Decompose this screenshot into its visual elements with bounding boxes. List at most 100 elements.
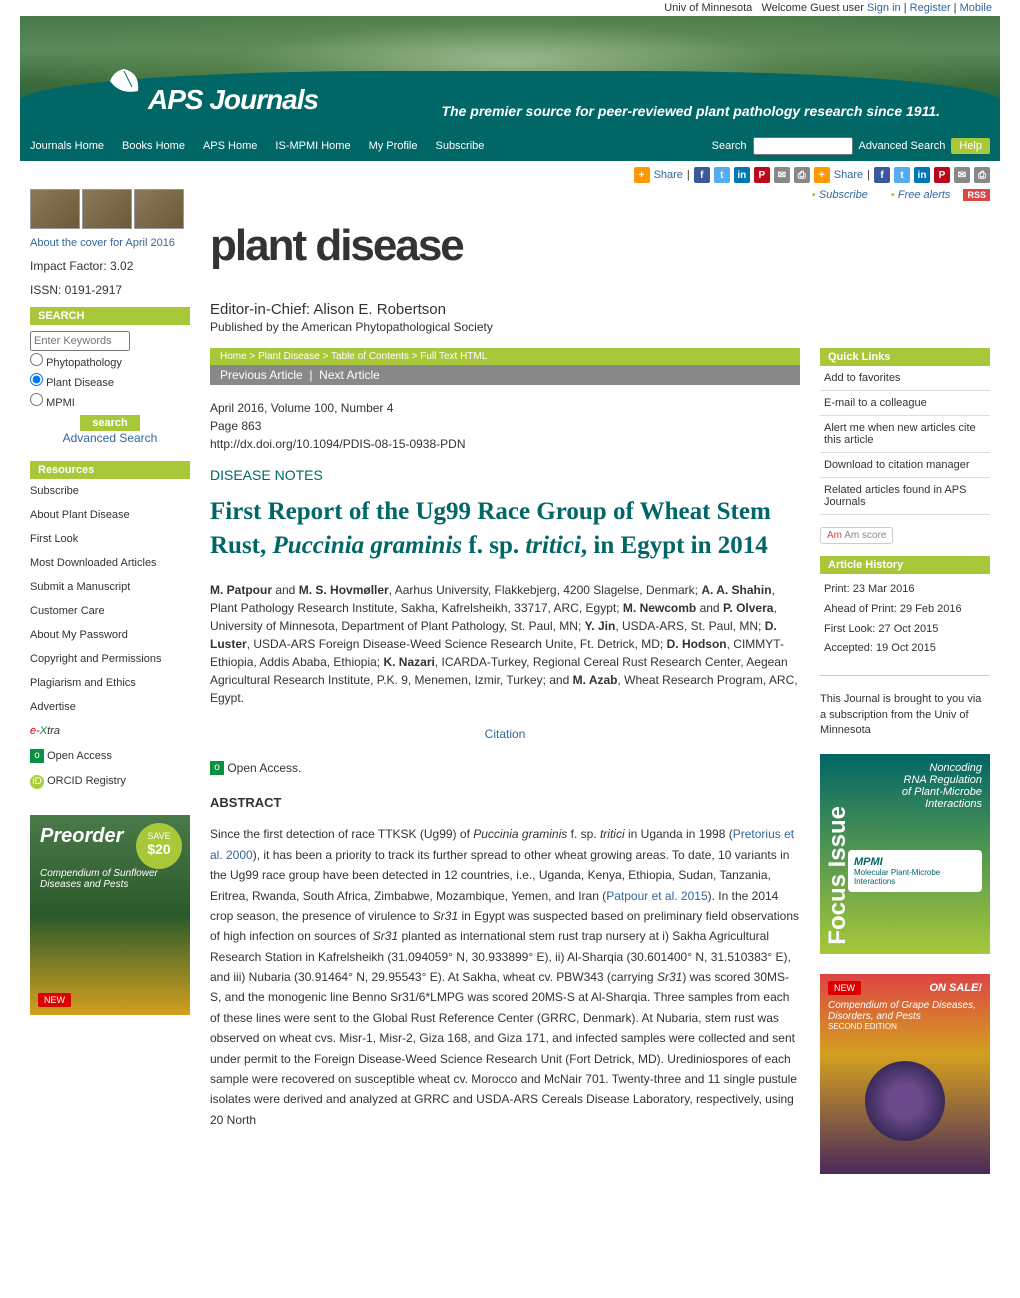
email-icon-2[interactable]: ✉: [954, 167, 970, 183]
ah-ahead: Ahead of Print: 29 Feb 2016: [824, 600, 986, 620]
search-button[interactable]: search: [80, 415, 139, 431]
res-first-look[interactable]: First Look: [30, 533, 78, 545]
advanced-search-link[interactable]: Advanced Search: [63, 431, 158, 445]
search-header: SEARCH: [30, 307, 190, 325]
res-orcid[interactable]: iD ORCID Registry: [30, 769, 190, 795]
section-header: DISEASE NOTES: [210, 467, 800, 483]
email-icon[interactable]: ✉: [774, 167, 790, 183]
page-line: Page 863: [210, 417, 800, 435]
preorder-ad[interactable]: Preorder SAVE$20 Compendium of Sunflower…: [30, 815, 190, 1015]
site-logo[interactable]: APS Journals: [100, 61, 318, 116]
ql-favorites[interactable]: Add to favorites: [824, 372, 900, 384]
left-sidebar: About the cover for April 2016 Impact Fa…: [30, 189, 190, 1194]
share-link-2[interactable]: Share: [834, 169, 863, 181]
res-customer-care[interactable]: Customer Care: [30, 605, 105, 617]
linkedin-icon-2[interactable]: in: [914, 167, 930, 183]
radio-mpmi[interactable]: MPMI: [30, 391, 190, 411]
crumb-home[interactable]: Home: [220, 351, 247, 362]
pinterest-icon-2[interactable]: P: [934, 167, 950, 183]
nav-help[interactable]: Help: [951, 138, 990, 154]
pinterest-icon[interactable]: P: [754, 167, 770, 183]
nav-books-home[interactable]: Books Home: [122, 140, 185, 152]
facebook-icon[interactable]: f: [694, 167, 710, 183]
crumb-current: Full Text HTML: [420, 351, 487, 362]
next-article-link[interactable]: Next Article: [319, 368, 380, 382]
nav-search-input[interactable]: [753, 137, 853, 155]
breadcrumb: Home > Plant Disease > Table of Contents…: [210, 348, 800, 365]
ah-first-look: First Look: 27 Oct 2015: [824, 620, 986, 640]
subscribe-alerts-bar: ▪ Subscribe ▪ Free alerts RSS: [210, 189, 990, 201]
print-icon-2[interactable]: ⎙: [974, 167, 990, 183]
ref-patpour[interactable]: Patpour et al. 2015: [606, 889, 707, 903]
print-icon[interactable]: ⎙: [794, 167, 810, 183]
article-title: First Report of the Ug99 Race Group of W…: [210, 495, 800, 563]
res-open-access[interactable]: o Open Access: [30, 743, 190, 769]
focus-issue-ad[interactable]: Focus Issue Noncoding RNA Regulation of …: [820, 754, 990, 954]
impact-factor: Impact Factor: 3.02: [30, 259, 190, 273]
cover-thumb-2[interactable]: [82, 189, 132, 229]
share-plus-icon[interactable]: +: [634, 167, 650, 183]
cover-thumbnails[interactable]: [30, 189, 190, 229]
res-copyright[interactable]: Copyright and Permissions: [30, 653, 161, 665]
res-about[interactable]: About Plant Disease: [30, 509, 130, 521]
nav-aps-home[interactable]: APS Home: [203, 140, 257, 152]
res-most-downloaded[interactable]: Most Downloaded Articles: [30, 557, 157, 569]
facebook-icon-2[interactable]: f: [874, 167, 890, 183]
article-history-header: Article History: [820, 556, 990, 574]
altmetric-badge[interactable]: Am Am score: [820, 527, 990, 544]
nav-subscribe[interactable]: Subscribe: [435, 140, 484, 152]
subscribe-icon-link[interactable]: Subscribe: [819, 189, 868, 201]
mobile-link[interactable]: Mobile: [960, 2, 992, 14]
journal-title: plant disease: [210, 221, 990, 271]
linkedin-icon[interactable]: in: [734, 167, 750, 183]
res-plagiarism[interactable]: Plagiarism and Ethics: [30, 677, 136, 689]
logo-text: APS Journals: [148, 84, 318, 116]
share-link-1[interactable]: Share: [654, 169, 683, 181]
ah-accepted: Accepted: 19 Oct 2015: [824, 639, 986, 659]
twitter-icon-2[interactable]: t: [894, 167, 910, 183]
rss-badge[interactable]: RSS: [963, 189, 990, 201]
nav-advanced-search[interactable]: Advanced Search: [859, 140, 946, 152]
open-access-icon: o: [210, 761, 224, 775]
keyword-input[interactable]: [30, 331, 130, 351]
res-submit[interactable]: Submit a Manuscript: [30, 581, 130, 593]
prev-next-nav: Previous Article | Next Article: [210, 365, 800, 385]
ql-email[interactable]: E-mail to a colleague: [824, 397, 927, 409]
nav-my-profile[interactable]: My Profile: [369, 140, 418, 152]
radio-phyto[interactable]: Phytopathology: [30, 351, 190, 371]
ql-related[interactable]: Related articles found in APS Journals: [824, 484, 966, 508]
nav-journals-home[interactable]: Journals Home: [30, 140, 104, 152]
nav-ismpmi-home[interactable]: IS-MPMI Home: [275, 140, 350, 152]
share-plus-icon-2[interactable]: +: [814, 167, 830, 183]
site-header: APS Journals The premier source for peer…: [20, 16, 1000, 131]
issn: ISSN: 0191-2917: [30, 283, 190, 297]
res-advertise[interactable]: Advertise: [30, 701, 76, 713]
abstract-header: ABSTRACT: [210, 795, 800, 810]
citation-link[interactable]: Citation: [485, 727, 526, 741]
abstract-text: Since the first detection of race TTKSK …: [210, 824, 800, 1130]
ql-download-citation[interactable]: Download to citation manager: [824, 459, 970, 471]
free-alerts-link[interactable]: Free alerts: [898, 189, 951, 201]
crumb-journal[interactable]: Plant Disease: [258, 351, 320, 362]
tagline: The premier source for peer-reviewed pla…: [442, 103, 940, 119]
res-password[interactable]: About My Password: [30, 629, 128, 641]
twitter-icon[interactable]: t: [714, 167, 730, 183]
grape-diseases-ad[interactable]: NEW ON SALE! Compendium of Grape Disease…: [820, 974, 990, 1174]
crumb-toc[interactable]: Table of Contents: [331, 351, 409, 362]
resources-list: Subscribe About Plant Disease First Look…: [30, 479, 190, 795]
sign-in-link[interactable]: Sign in: [867, 2, 901, 14]
res-extra[interactable]: e-Xtra: [30, 719, 190, 743]
ah-print: Print: 23 Mar 2016: [824, 580, 986, 600]
res-subscribe[interactable]: Subscribe: [30, 485, 79, 497]
subscription-note: This Journal is brought to you via a sub…: [820, 692, 990, 738]
ql-alert[interactable]: Alert me when new articles cite this art…: [824, 422, 976, 446]
cover-thumb-1[interactable]: [30, 189, 80, 229]
radio-plant-disease[interactable]: Plant Disease: [30, 371, 190, 391]
register-link[interactable]: Register: [910, 2, 951, 14]
issue-info: April 2016, Volume 100, Number 4 Page 86…: [210, 399, 800, 453]
prev-article-link[interactable]: Previous Article: [220, 368, 303, 382]
authors-affiliations: M. Patpour and M. S. Hovmøller, Aarhus U…: [210, 581, 800, 707]
about-cover-link[interactable]: About the cover for April 2016: [30, 237, 175, 249]
editor-in-chief: Editor-in-Chief: Alison E. Robertson: [210, 301, 990, 318]
cover-thumb-3[interactable]: [134, 189, 184, 229]
